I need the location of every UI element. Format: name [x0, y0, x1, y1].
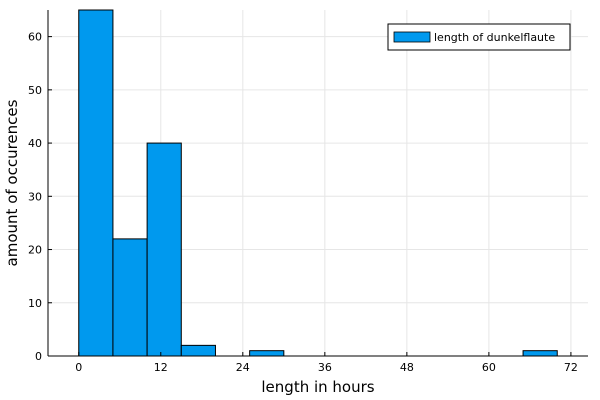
y-tick-label: 30 — [28, 190, 42, 203]
y-ticks: 0 10 20 30 40 50 60 — [28, 31, 52, 363]
y-axis-title: amount of occurences — [3, 99, 21, 266]
legend: length of dunkelflaute — [387, 23, 571, 51]
x-axis-title: length in hours — [261, 378, 374, 396]
axes — [47, 10, 588, 357]
histogram-bar — [78, 9, 114, 357]
histogram-bar — [522, 350, 558, 357]
y-tick-label: 60 — [28, 31, 42, 44]
histogram-bar — [146, 142, 182, 357]
x-tick-label: 60 — [482, 361, 496, 374]
histogram-bar — [112, 238, 148, 357]
bars — [78, 9, 558, 357]
x-tick-label: 48 — [400, 361, 414, 374]
x-tick-label: 24 — [236, 361, 250, 374]
y-tick-label: 40 — [28, 137, 42, 150]
x-tick-label: 12 — [154, 361, 168, 374]
y-tick-label: 20 — [28, 244, 42, 257]
x-ticks: 0 12 24 36 48 60 72 — [75, 352, 578, 374]
x-tick-label: 0 — [75, 361, 82, 374]
y-tick-label: 0 — [35, 350, 42, 363]
histogram-bar — [249, 350, 285, 357]
y-tick-label: 10 — [28, 297, 42, 310]
x-tick-label: 36 — [318, 361, 332, 374]
legend-swatch — [393, 31, 431, 43]
legend-label: length of dunkelflaute — [434, 31, 555, 44]
histogram-bar — [180, 344, 216, 357]
y-tick-label: 50 — [28, 84, 42, 97]
x-tick-label: 72 — [564, 361, 578, 374]
